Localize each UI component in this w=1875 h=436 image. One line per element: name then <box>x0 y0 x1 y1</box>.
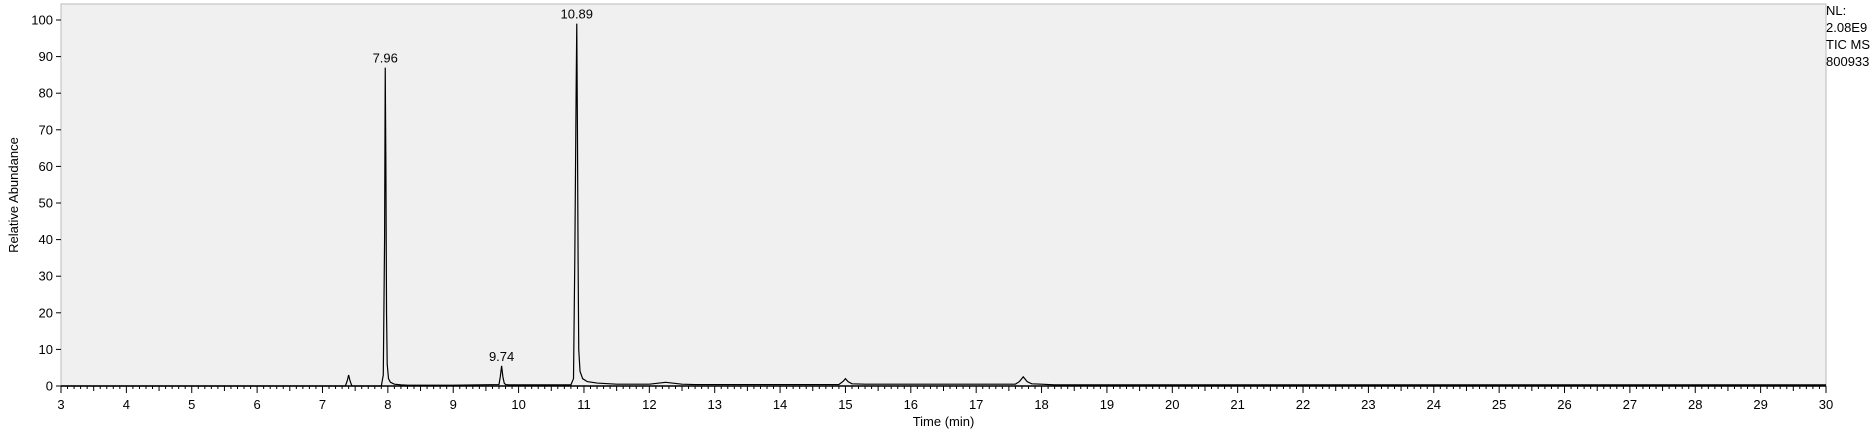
x-tick-label: 30 <box>1819 397 1833 412</box>
nl-value: 2.08E9 <box>1826 20 1868 35</box>
x-tick-label: 29 <box>1753 397 1767 412</box>
y-tick-label: 70 <box>39 122 53 137</box>
x-tick-label: 5 <box>188 397 195 412</box>
x-tick-label: 24 <box>1427 397 1441 412</box>
tic-trace <box>61 23 1826 387</box>
x-tick-label: 14 <box>773 397 787 412</box>
y-tick-label: 20 <box>39 305 53 320</box>
y-tick-label: 30 <box>39 269 53 284</box>
x-tick-label: 25 <box>1492 397 1506 412</box>
nl-label: NL: <box>1826 3 1847 18</box>
scan-type: TIC MS <box>1826 37 1871 52</box>
x-tick-label: 27 <box>1623 397 1637 412</box>
x-tick-label: 17 <box>969 397 983 412</box>
y-tick-label: 0 <box>46 379 53 394</box>
x-tick-label: 19 <box>1100 397 1114 412</box>
y-axis-label: Relative Abundance <box>6 137 21 253</box>
x-tick-label: 23 <box>1361 397 1375 412</box>
y-tick-label: 50 <box>39 196 53 211</box>
x-tick-label: 6 <box>253 397 260 412</box>
x-axis-label: Time (min) <box>913 414 975 429</box>
x-tick-label: 4 <box>123 397 130 412</box>
peak-label: 10.89 <box>560 7 593 22</box>
plot-area <box>60 3 1827 387</box>
x-tick-label: 13 <box>707 397 721 412</box>
x-tick-label: 15 <box>838 397 852 412</box>
x-tick-label: 10 <box>511 397 525 412</box>
y-tick-label: 40 <box>39 232 53 247</box>
x-tick-label: 9 <box>450 397 457 412</box>
x-tick-label: 18 <box>1034 397 1048 412</box>
x-tick-label: 21 <box>1230 397 1244 412</box>
x-tick-label: 3 <box>57 397 64 412</box>
y-tick-label: 10 <box>39 342 53 357</box>
peak-labels: 7.96 9.74 10.89 <box>373 7 593 364</box>
x-axis-ticks: 3 4 5 6 7 8 9 10 11 12 13 14 15 16 17 18 19 20 21 22 23 24 25 2… <box>57 386 1833 412</box>
y-tick-label: 80 <box>39 86 53 101</box>
x-tick-label: 20 <box>1165 397 1179 412</box>
x-tick-label: 8 <box>384 397 391 412</box>
y-tick-label: 100 <box>31 13 53 28</box>
x-tick-label: 22 <box>1296 397 1310 412</box>
peak-label: 9.74 <box>489 349 514 364</box>
normalization-info: NL: 2.08E9 TIC MS 800933 <box>1826 2 1875 70</box>
x-tick-label: 11 <box>577 397 591 412</box>
y-tick-label: 90 <box>39 49 53 64</box>
x-tick-label: 16 <box>904 397 918 412</box>
x-tick-label: 28 <box>1688 397 1702 412</box>
x-tick-label: 26 <box>1557 397 1571 412</box>
x-tick-label: 12 <box>642 397 656 412</box>
y-tick-label: 60 <box>39 159 53 174</box>
y-axis-ticks: 0 10 20 30 40 50 60 70 80 90 100 <box>31 13 61 394</box>
peak-label: 7.96 <box>373 51 398 66</box>
sample-id: 800933 <box>1826 54 1870 69</box>
x-tick-label: 7 <box>319 397 326 412</box>
